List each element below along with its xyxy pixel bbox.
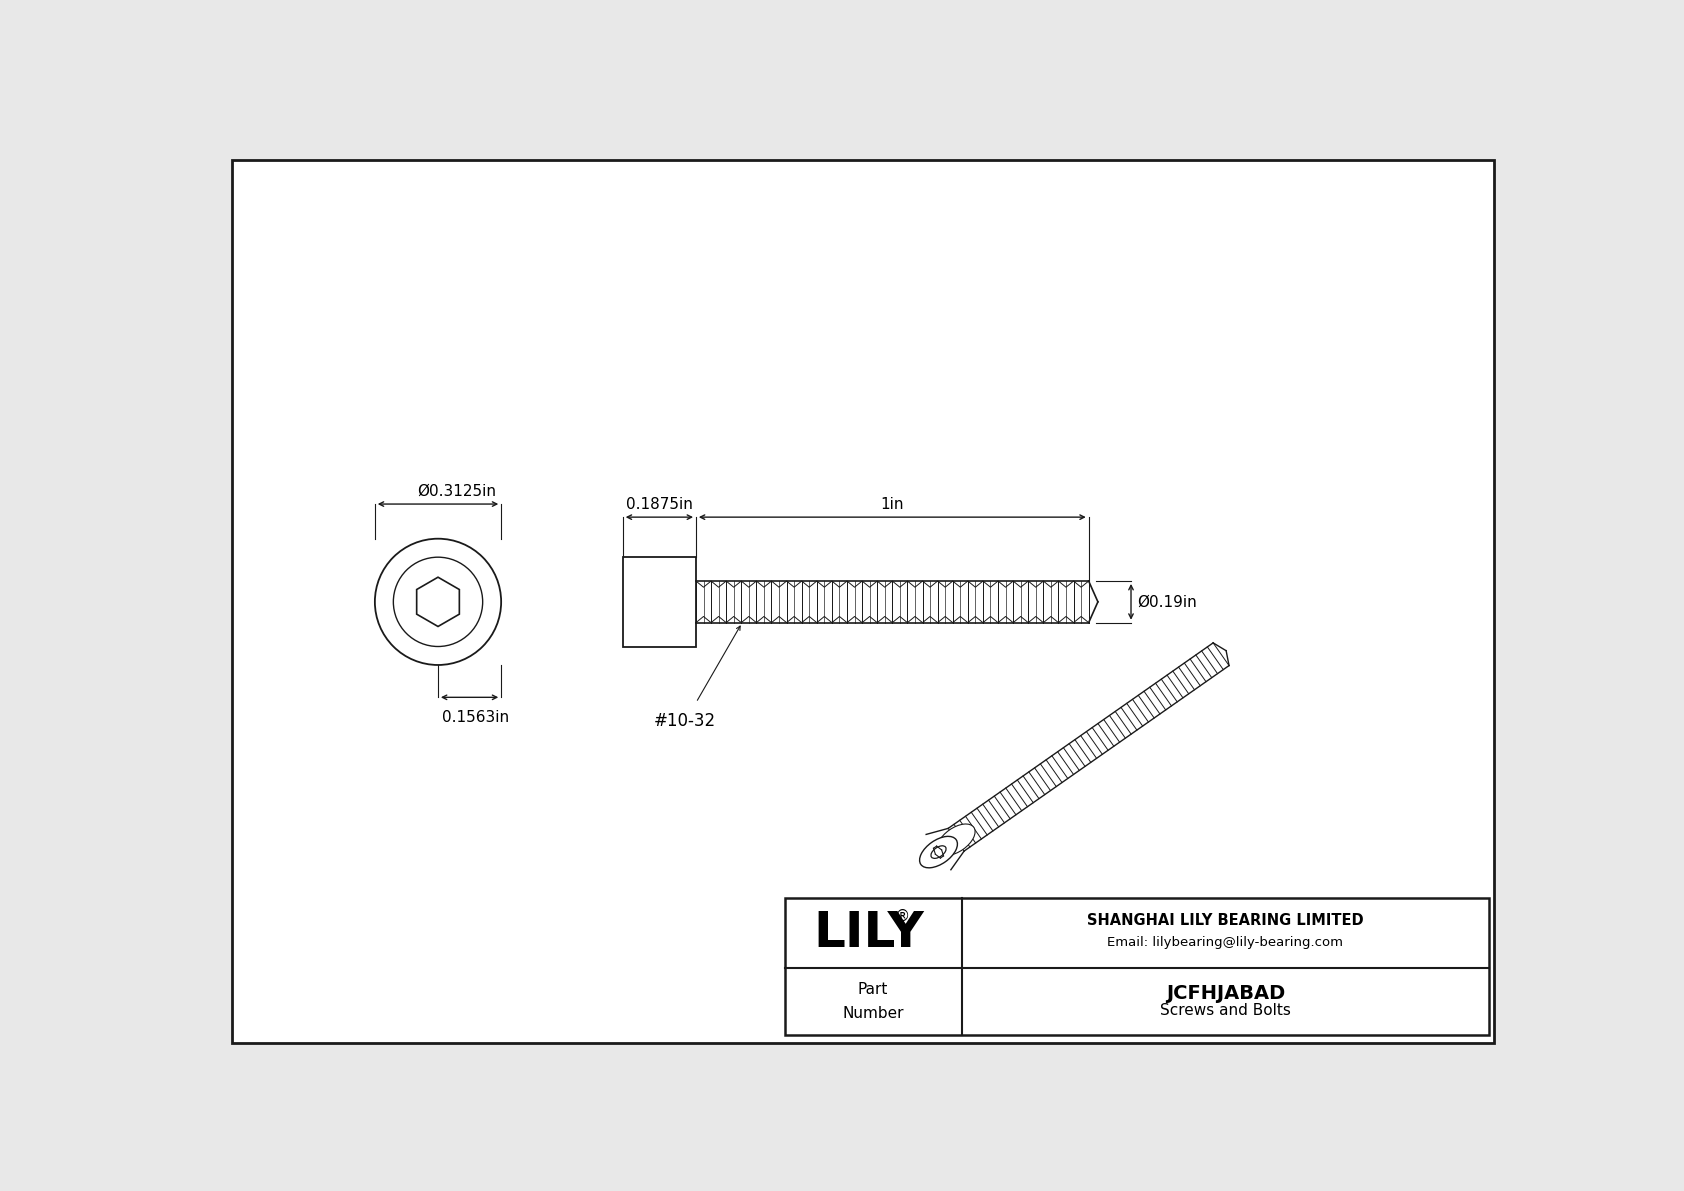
Text: Screws and Bolts: Screws and Bolts <box>1160 1003 1290 1018</box>
Text: Ø0.3125in: Ø0.3125in <box>418 484 497 499</box>
Text: ®: ® <box>894 909 909 923</box>
Ellipse shape <box>931 846 946 859</box>
Ellipse shape <box>919 836 958 868</box>
Ellipse shape <box>938 824 975 855</box>
Text: JCFHJABAD: JCFHJABAD <box>1165 984 1285 1003</box>
Text: LILY: LILY <box>813 909 925 956</box>
Text: #10-32: #10-32 <box>653 712 716 730</box>
Text: 0.1875in: 0.1875in <box>626 497 692 512</box>
Circle shape <box>376 538 502 665</box>
Text: Email: lilybearing@lily-bearing.com: Email: lilybearing@lily-bearing.com <box>1108 936 1344 949</box>
Text: Part
Number: Part Number <box>842 981 904 1021</box>
Text: 0.1563in: 0.1563in <box>443 710 509 724</box>
Text: 1in: 1in <box>881 497 904 512</box>
Bar <box>785 898 1489 1035</box>
Circle shape <box>394 557 483 647</box>
Bar <box>623 557 695 647</box>
Polygon shape <box>416 578 460 626</box>
Text: SHANGHAI LILY BEARING LIMITED: SHANGHAI LILY BEARING LIMITED <box>1088 913 1364 928</box>
Text: Ø0.19in: Ø0.19in <box>1137 594 1197 610</box>
